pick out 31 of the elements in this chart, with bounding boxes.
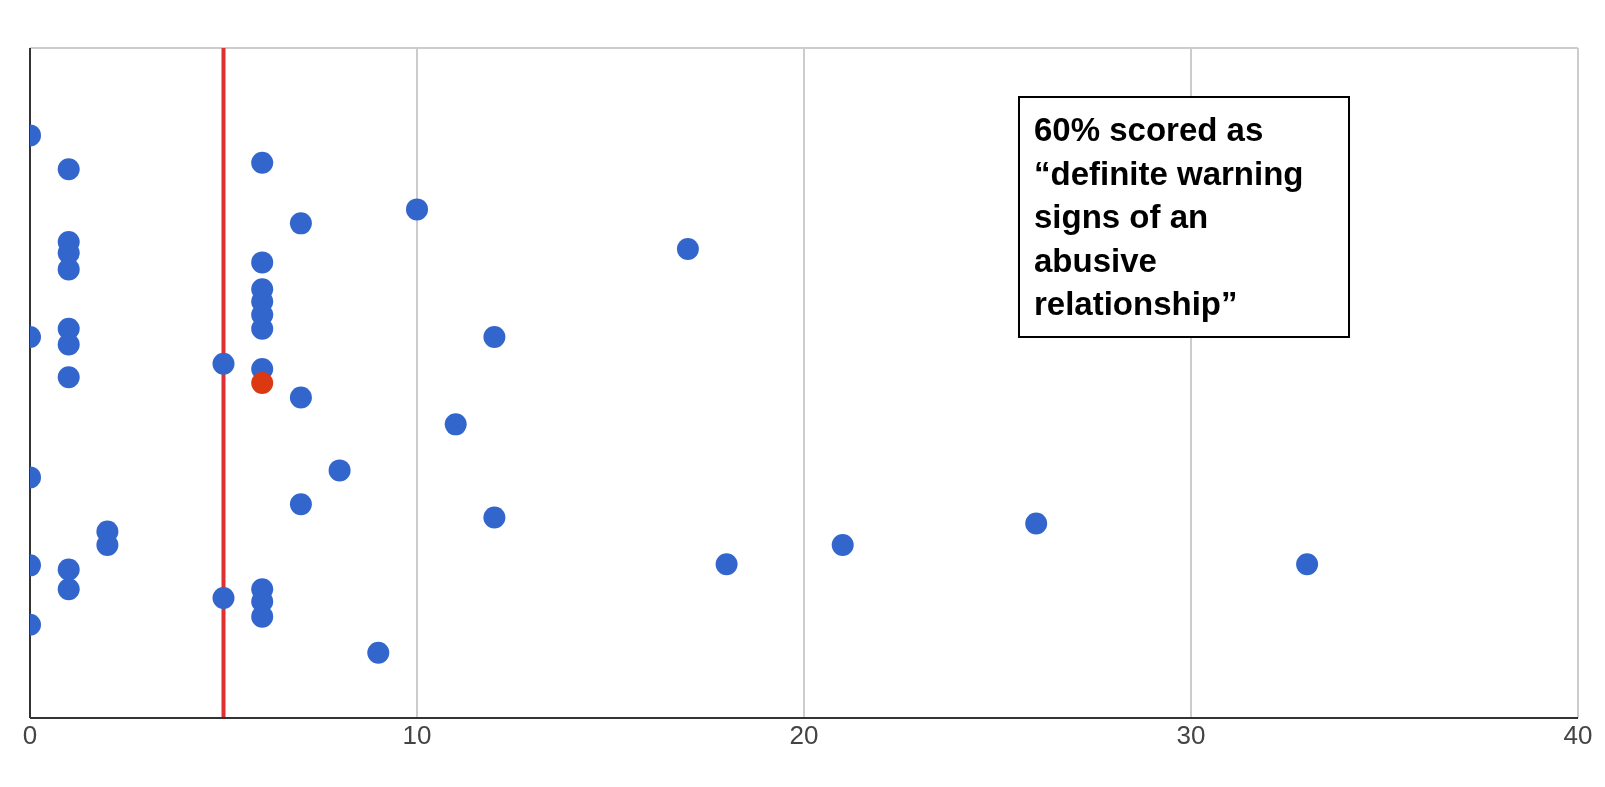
point (57, 578, 80, 601)
point (57, 558, 80, 581)
text-box: 60% scored as “definite warning signs of an abusive relationship” (1018, 96, 1350, 338)
point (57, 158, 80, 181)
point (1025, 512, 1048, 535)
point (289, 493, 312, 516)
x-tick-label: 30 (1176, 720, 1206, 751)
point (483, 506, 506, 529)
x-tick-label: 20 (789, 720, 819, 751)
point (676, 238, 699, 260)
point (831, 533, 854, 556)
x-tick-label: 10 (402, 720, 432, 751)
point (1296, 553, 1319, 576)
point (57, 366, 80, 389)
point (57, 258, 80, 281)
point (251, 151, 274, 174)
point (251, 372, 274, 394)
point (328, 459, 351, 482)
point (57, 333, 80, 356)
point (367, 641, 390, 664)
point (212, 352, 235, 375)
x-tick-label: 0 (22, 720, 38, 751)
point (289, 386, 312, 409)
x-tick-label: 40 (1563, 720, 1593, 751)
point (483, 325, 506, 348)
point (251, 251, 274, 274)
point (289, 212, 312, 235)
point (444, 413, 467, 436)
point (212, 586, 235, 609)
point (406, 198, 428, 221)
point (715, 553, 738, 576)
